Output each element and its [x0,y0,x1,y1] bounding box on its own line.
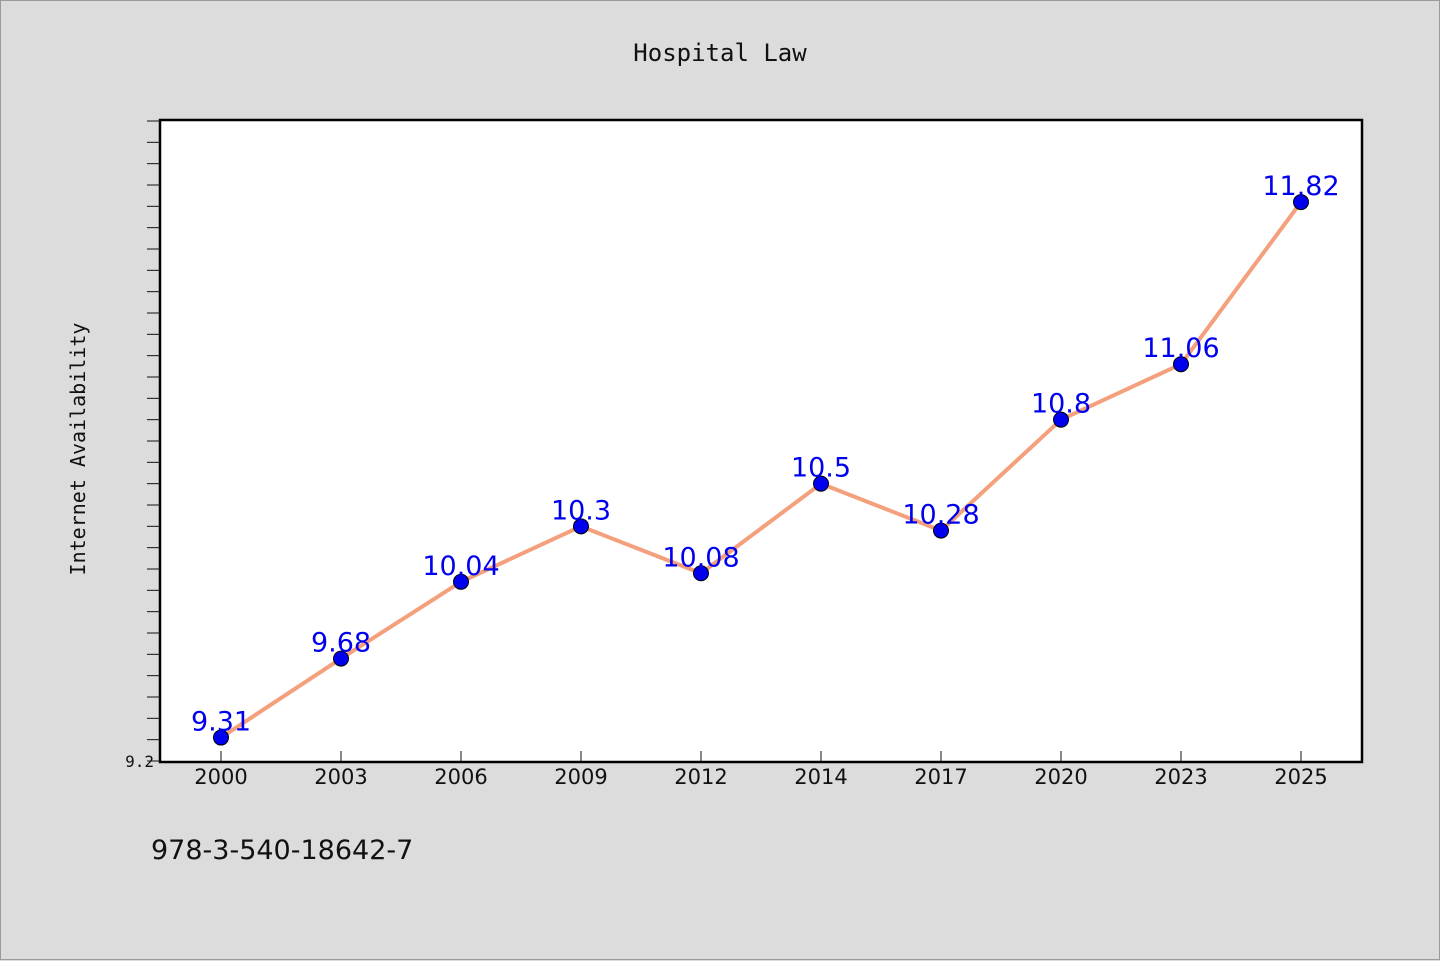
y-axis-ticks: 9.2 [125,120,160,771]
data-point [1173,356,1189,373]
data-point [933,522,949,539]
data-point [453,573,469,590]
data-point [813,475,829,492]
x-tick-label: 2012 [674,765,727,789]
data-point [693,565,709,582]
x-tick-label: 2017 [914,765,967,789]
data-label: 9.68 [311,628,371,659]
data-point [1053,411,1069,428]
data-label: 10.04 [422,551,499,582]
data-label: 10.3 [551,495,611,526]
x-tick-label: 2023 [1154,765,1207,789]
y-tick-label: 9.2 [125,752,154,771]
x-axis-ticks: 2000 2003 2006 2009 2012 2014 2017 2020 2023 2025 [194,751,1328,789]
data-label: 10.28 [902,500,979,531]
series-layer: 9.31 9.68 10.04 10.3 10.08 10.5 10.28 10.8 11.06… [191,171,1340,746]
x-tick-label: 2025 [1274,765,1327,789]
y-axis-label: Internet Availability [66,323,90,576]
x-tick-label: 2009 [554,765,607,789]
data-point [213,729,229,746]
chart-title: Hospital Law [633,39,807,67]
series-line [219,200,1303,740]
x-tick-label: 2006 [434,765,487,789]
data-label: 11.06 [1142,333,1219,364]
data-point [573,518,589,535]
data-point [333,650,349,667]
x-tick-label: 2020 [1034,765,1087,789]
x-tick-label: 2003 [314,765,367,789]
x-tick-label: 2000 [194,765,247,789]
data-point [1293,194,1309,211]
data-label: 11.82 [1262,171,1339,202]
data-label: 10.5 [791,453,851,484]
plot-area [158,118,1364,764]
data-label: 10.8 [1031,389,1091,420]
data-label: 9.31 [191,707,251,738]
footer-code: 978-3-540-18642-7 [151,835,414,866]
data-label: 10.08 [662,542,739,573]
x-tick-label: 2014 [794,765,847,789]
